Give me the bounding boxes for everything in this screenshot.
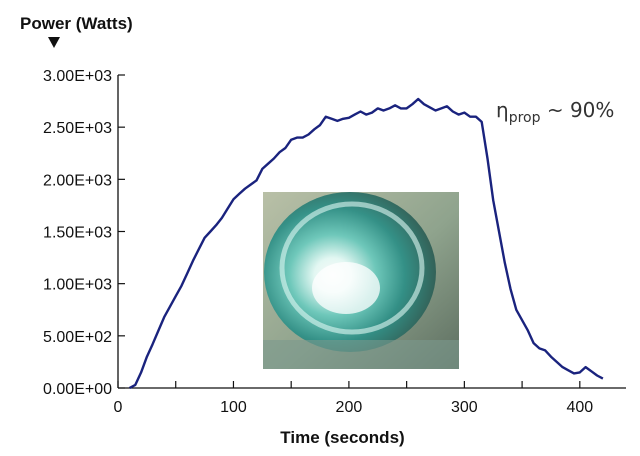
y-tick-label: 2.50E+03 — [43, 120, 112, 137]
eta-subscript: prop — [508, 110, 541, 126]
inset-photo — [263, 192, 459, 369]
y-tick-label: 3.00E+03 — [43, 68, 112, 85]
y-tick-label: 0.00E+00 — [43, 381, 112, 398]
x-tick-label: 200 — [336, 399, 363, 416]
y-tick-label: 5.00E+02 — [43, 329, 112, 346]
y-axis-label: Power (Watts) — [20, 14, 133, 33]
power-series-line — [128, 97, 604, 390]
y-tick-label: 2.00E+03 — [43, 172, 112, 189]
x-tick-label: 100 — [220, 399, 247, 416]
y-tick-label: 1.50E+03 — [43, 225, 112, 242]
eta-symbol: η — [496, 98, 509, 122]
annotation-value: ~ 90% — [540, 98, 615, 122]
efficiency-annotation: ηprop ~ 90% — [496, 98, 614, 126]
x-tick-label: 300 — [451, 399, 478, 416]
x-axis-label: Time (seconds) — [280, 428, 405, 447]
y-axis-arrow-icon — [48, 37, 60, 48]
y-tick-label: 1.00E+03 — [43, 277, 112, 294]
x-tick-label: 400 — [566, 399, 593, 416]
x-tick-label: 0 — [114, 399, 123, 416]
